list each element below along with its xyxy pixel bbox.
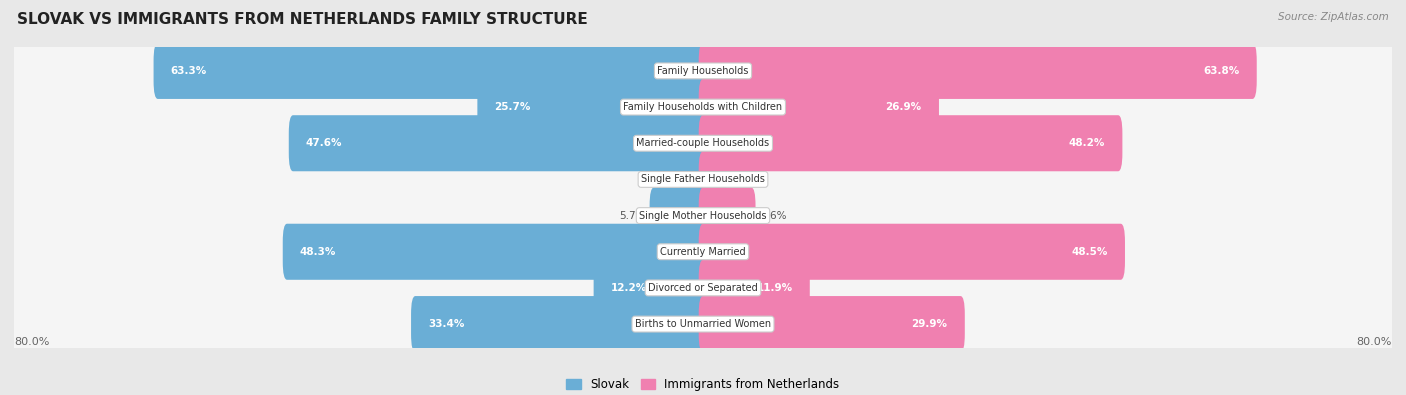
Text: 26.9%: 26.9%	[886, 102, 922, 112]
FancyBboxPatch shape	[11, 189, 1395, 243]
FancyBboxPatch shape	[478, 79, 707, 135]
Text: 80.0%: 80.0%	[1357, 337, 1392, 346]
FancyBboxPatch shape	[14, 43, 1395, 98]
FancyBboxPatch shape	[14, 260, 1395, 315]
Text: 2.2%: 2.2%	[731, 175, 756, 184]
FancyBboxPatch shape	[11, 44, 1395, 98]
FancyBboxPatch shape	[699, 224, 1125, 280]
FancyBboxPatch shape	[288, 115, 707, 171]
Text: 29.9%: 29.9%	[911, 319, 948, 329]
FancyBboxPatch shape	[11, 261, 1395, 316]
FancyBboxPatch shape	[14, 152, 1395, 206]
FancyBboxPatch shape	[11, 117, 1395, 171]
FancyBboxPatch shape	[411, 296, 707, 352]
FancyBboxPatch shape	[11, 225, 1395, 279]
Text: Single Mother Households: Single Mother Households	[640, 211, 766, 220]
Text: Divorced or Separated: Divorced or Separated	[648, 283, 758, 293]
FancyBboxPatch shape	[699, 188, 755, 244]
FancyBboxPatch shape	[11, 80, 1395, 135]
Text: 5.6%: 5.6%	[759, 211, 786, 220]
Text: 63.8%: 63.8%	[1204, 66, 1240, 76]
FancyBboxPatch shape	[650, 188, 707, 244]
Text: 25.7%: 25.7%	[495, 102, 531, 112]
FancyBboxPatch shape	[699, 115, 1122, 171]
Text: Currently Married: Currently Married	[661, 247, 745, 257]
Text: Source: ZipAtlas.com: Source: ZipAtlas.com	[1278, 12, 1389, 22]
FancyBboxPatch shape	[11, 152, 1395, 207]
Text: 63.3%: 63.3%	[170, 66, 207, 76]
Text: Married-couple Households: Married-couple Households	[637, 138, 769, 148]
Text: 33.4%: 33.4%	[429, 319, 464, 329]
FancyBboxPatch shape	[14, 224, 1395, 278]
FancyBboxPatch shape	[593, 260, 707, 316]
Text: 48.2%: 48.2%	[1069, 138, 1105, 148]
Text: SLOVAK VS IMMIGRANTS FROM NETHERLANDS FAMILY STRUCTURE: SLOVAK VS IMMIGRANTS FROM NETHERLANDS FA…	[17, 12, 588, 27]
Text: 11.9%: 11.9%	[756, 283, 793, 293]
Text: Family Households with Children: Family Households with Children	[623, 102, 783, 112]
Text: 2.2%: 2.2%	[650, 175, 675, 184]
FancyBboxPatch shape	[699, 79, 939, 135]
Text: Births to Unmarried Women: Births to Unmarried Women	[636, 319, 770, 329]
FancyBboxPatch shape	[283, 224, 707, 280]
Text: Single Father Households: Single Father Households	[641, 175, 765, 184]
FancyBboxPatch shape	[699, 296, 965, 352]
Text: 48.5%: 48.5%	[1071, 247, 1108, 257]
Text: 47.6%: 47.6%	[307, 138, 343, 148]
Text: 48.3%: 48.3%	[299, 247, 336, 257]
Text: Family Households: Family Households	[658, 66, 748, 76]
FancyBboxPatch shape	[11, 297, 1395, 352]
FancyBboxPatch shape	[14, 297, 1395, 351]
Text: 12.2%: 12.2%	[610, 283, 647, 293]
FancyBboxPatch shape	[14, 188, 1395, 243]
FancyBboxPatch shape	[153, 43, 707, 99]
Legend: Slovak, Immigrants from Netherlands: Slovak, Immigrants from Netherlands	[562, 373, 844, 395]
FancyBboxPatch shape	[14, 79, 1395, 134]
FancyBboxPatch shape	[699, 260, 810, 316]
Text: 5.7%: 5.7%	[619, 211, 645, 220]
FancyBboxPatch shape	[699, 43, 1257, 99]
FancyBboxPatch shape	[699, 151, 727, 207]
FancyBboxPatch shape	[14, 116, 1395, 170]
FancyBboxPatch shape	[679, 151, 707, 207]
Text: 80.0%: 80.0%	[14, 337, 49, 346]
